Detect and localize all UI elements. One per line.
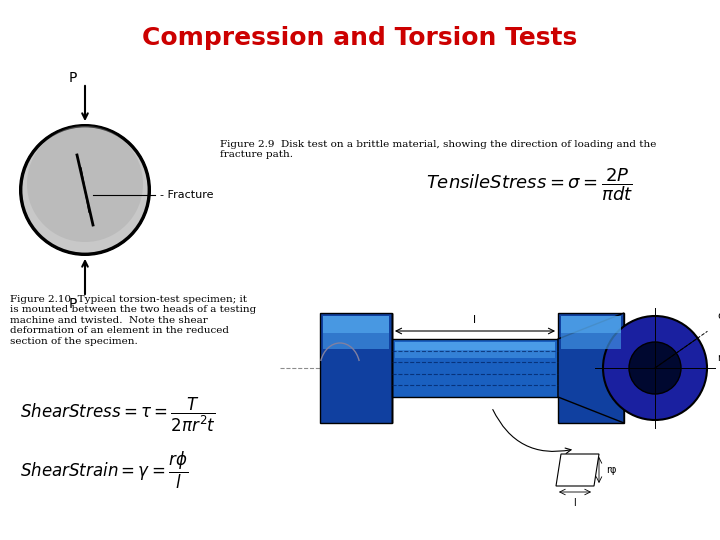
Bar: [395, 342, 555, 350]
Bar: [558, 313, 624, 423]
Bar: [561, 316, 621, 333]
Text: P: P: [69, 297, 77, 311]
Text: P: P: [69, 71, 77, 85]
Text: r: r: [659, 360, 663, 370]
Text: Figure 2.10  Typical torsion-test specimen; it
is mounted between the two heads : Figure 2.10 Typical torsion-test specime…: [10, 295, 256, 346]
Text: $\mathit{ShearStrain} = \gamma = \dfrac{r\phi}{l}$: $\mathit{ShearStrain} = \gamma = \dfrac{…: [20, 449, 188, 491]
Circle shape: [603, 316, 707, 420]
Text: l: l: [474, 315, 477, 325]
Bar: [392, 339, 558, 397]
Polygon shape: [556, 454, 599, 486]
Circle shape: [629, 342, 681, 394]
Circle shape: [19, 124, 151, 256]
Text: $\mathit{ShearStress} = \tau = \dfrac{T}{2\pi r^2 t}$: $\mathit{ShearStress} = \tau = \dfrac{T}…: [20, 396, 216, 434]
Text: - Fracture: - Fracture: [160, 190, 214, 200]
Text: φ: φ: [717, 311, 720, 321]
Circle shape: [21, 126, 149, 254]
Circle shape: [27, 126, 143, 242]
Bar: [323, 316, 389, 333]
Bar: [561, 316, 621, 349]
Polygon shape: [558, 313, 624, 423]
Bar: [320, 313, 392, 423]
Bar: [323, 316, 389, 349]
Text: $\mathit{TensileStress} = \sigma = \dfrac{2P}{\pi dt}$: $\mathit{TensileStress} = \sigma = \dfra…: [426, 167, 634, 204]
Text: l: l: [574, 498, 577, 508]
Text: Compression and Torsion Tests: Compression and Torsion Tests: [143, 26, 577, 50]
Text: Figure 2.9  Disk test on a brittle material, showing the direction of loading an: Figure 2.9 Disk test on a brittle materi…: [220, 140, 657, 159]
Bar: [395, 342, 555, 358]
Text: rφ: rφ: [606, 465, 616, 475]
Text: rφ: rφ: [717, 353, 720, 363]
